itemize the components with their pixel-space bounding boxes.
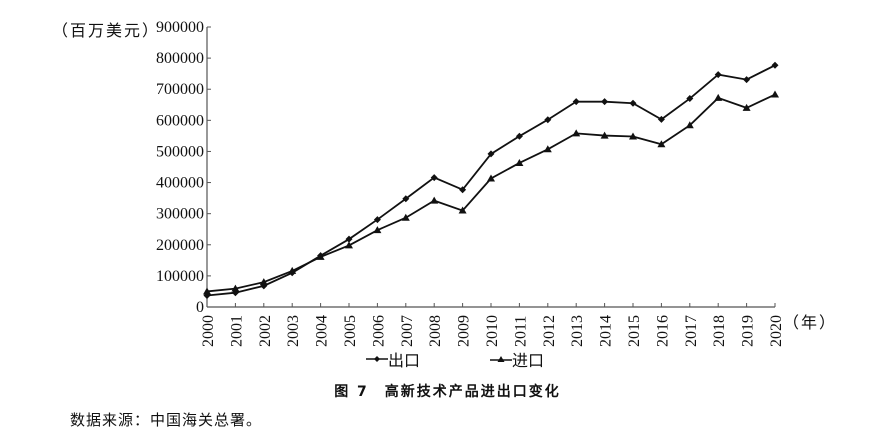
x-tick-label: 2000	[200, 315, 217, 347]
diamond-marker-icon	[743, 76, 751, 84]
triangle-marker-icon	[572, 129, 581, 137]
diamond-marker-icon	[629, 99, 637, 107]
legend-label-export: 出口	[388, 353, 421, 370]
x-tick-label: 2017	[683, 315, 700, 347]
triangle-marker-icon	[490, 356, 512, 362]
triangle-marker-icon	[458, 206, 467, 214]
diamond-marker-icon	[572, 98, 580, 106]
diamond-marker-icon	[487, 150, 495, 158]
x-axis-unit-label: （年）	[783, 315, 838, 332]
triangle-marker-icon	[629, 132, 637, 140]
triangle-marker-icon	[487, 174, 495, 182]
x-tick-label: 2001	[228, 315, 245, 347]
x-tick-label: 2004	[314, 315, 331, 347]
triangle-marker-icon	[345, 241, 353, 249]
y-tick-label: 0	[196, 299, 204, 316]
y-tick-label: 700000	[156, 81, 204, 98]
line-chart: 0 100000 200000 300000 400000 500000 600000 700…	[156, 19, 785, 347]
y-tick-label: 100000	[156, 268, 204, 285]
x-tick-label: 2016	[654, 315, 671, 347]
x-tick-label: 2013	[569, 315, 586, 347]
triangle-marker-icon	[543, 145, 552, 153]
y-tick-label: 400000	[156, 175, 204, 192]
legend-item-import: 进口	[490, 347, 544, 371]
y-axis-unit-label: （百万美元）	[52, 23, 161, 40]
y-tick-label: 200000	[156, 237, 204, 254]
legend-label-import: 进口	[512, 353, 545, 370]
diamond-marker-icon	[366, 356, 388, 362]
triangle-marker-icon	[401, 213, 410, 221]
x-tick-label: 2015	[626, 315, 643, 347]
triangle-marker-icon	[600, 131, 609, 139]
triangle-marker-icon	[714, 93, 723, 101]
x-tick-label: 2006	[370, 315, 387, 347]
triangle-marker-icon	[685, 121, 694, 129]
triangle-marker-icon	[430, 196, 439, 204]
diamond-marker-icon	[544, 116, 552, 124]
triangle-marker-icon	[742, 103, 751, 111]
diamond-marker-icon	[686, 95, 694, 103]
diamond-marker-icon	[601, 98, 609, 106]
diamond-marker-icon	[657, 115, 665, 123]
triangle-marker-icon	[288, 266, 297, 274]
x-tick-label: 2005	[342, 315, 359, 347]
x-tick-label: 2009	[456, 315, 473, 347]
triangle-marker-icon	[373, 226, 382, 234]
triangle-marker-icon	[259, 278, 268, 286]
diamond-marker-icon	[373, 216, 381, 224]
y-tick-label: 300000	[156, 206, 204, 223]
figure-caption: 图 7 高新技术产品进出口变化	[334, 384, 561, 400]
diamond-marker-icon	[402, 195, 410, 203]
triangle-marker-icon	[515, 158, 524, 166]
x-tick-label: 2010	[484, 315, 501, 347]
x-tick-label: 2003	[285, 315, 302, 347]
triangle-marker-icon	[657, 140, 666, 148]
data-source-note: 数据来源：中国海关总署。	[70, 411, 263, 429]
x-tick-label: 2014	[598, 315, 615, 347]
x-tick-label: 2019	[740, 315, 757, 347]
y-tick-label: 800000	[156, 50, 204, 67]
diamond-marker-icon	[714, 71, 722, 79]
triangle-marker-icon	[771, 90, 779, 98]
diamond-marker-icon	[430, 174, 438, 182]
diamond-marker-icon	[345, 235, 353, 243]
y-tick-label: 500000	[156, 143, 204, 160]
x-tick-label: 2020	[768, 315, 785, 347]
diamond-marker-icon	[459, 186, 467, 194]
x-tick-label: 2002	[257, 315, 274, 347]
x-tick-label: 2011	[512, 316, 529, 347]
x-tick-label: 2007	[399, 315, 416, 347]
diamond-marker-icon	[771, 61, 779, 69]
legend-item-export: 出口	[366, 347, 420, 371]
diamond-marker-icon	[515, 132, 523, 140]
y-tick-label: 900000	[156, 19, 204, 36]
triangle-marker-icon	[203, 287, 211, 295]
triangle-marker-icon	[316, 252, 325, 260]
y-tick-label: 600000	[156, 112, 204, 129]
x-tick-label: 2018	[711, 315, 728, 347]
x-tick-label: 2012	[541, 315, 558, 347]
triangle-marker-icon	[231, 284, 240, 292]
x-tick-label: 2008	[427, 315, 444, 347]
